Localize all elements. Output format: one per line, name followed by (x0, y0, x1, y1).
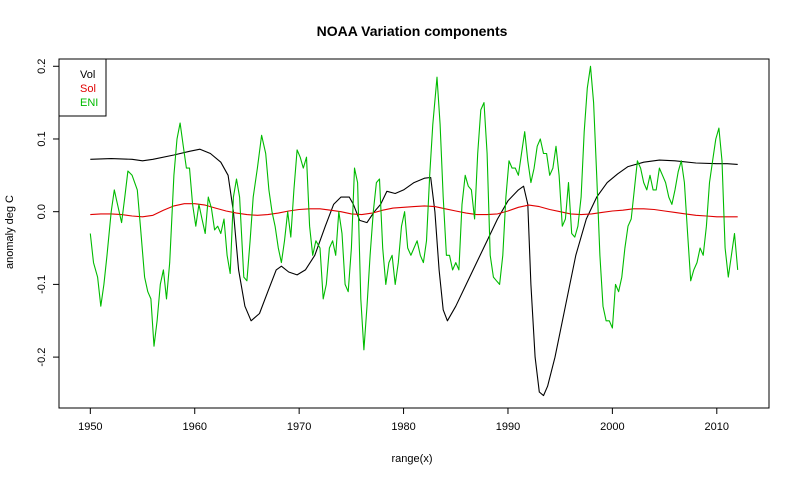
x-tick-label: 1970 (287, 421, 311, 433)
plot-area (58, 58, 770, 409)
legend-item-eni: ENI (80, 97, 98, 109)
y-axis-label: anomaly deg C (4, 195, 16, 269)
series-line-eni (89, 65, 739, 351)
x-tick-label: 2000 (600, 421, 624, 433)
y-tick-label: 0.1 (36, 131, 48, 146)
y-axis: -0.2 -0.1 0.0 0.1 0.2 (36, 59, 60, 367)
x-tick-label: 1950 (78, 421, 102, 433)
y-tick-label: -0.2 (36, 348, 48, 367)
x-tick-label: 1960 (182, 421, 206, 433)
legend-item-sol: Sol (80, 83, 96, 95)
series-line-sol (90, 203, 738, 218)
y-tick-label: -0.1 (36, 275, 48, 294)
legend-items: Vol Sol ENI (80, 69, 98, 109)
series-line-vol (90, 148, 738, 397)
legend-box (58, 58, 107, 117)
series-layer (89, 65, 739, 397)
x-axis: 1950 1960 1970 1980 1990 2000 2010 (78, 407, 729, 433)
x-tick-label: 1980 (391, 421, 415, 433)
chart-title: NOAA Variation components (317, 23, 508, 39)
x-tick-label: 2010 (705, 421, 729, 433)
y-tick-label: 0.2 (36, 59, 48, 74)
legend-item-vol: Vol (80, 69, 95, 81)
x-axis-label: range(x) (392, 453, 433, 465)
legend: Vol Sol ENI (58, 58, 107, 117)
plot-frame (58, 58, 770, 409)
y-tick-label: 0.0 (36, 204, 48, 219)
x-tick-label: 1990 (496, 421, 520, 433)
